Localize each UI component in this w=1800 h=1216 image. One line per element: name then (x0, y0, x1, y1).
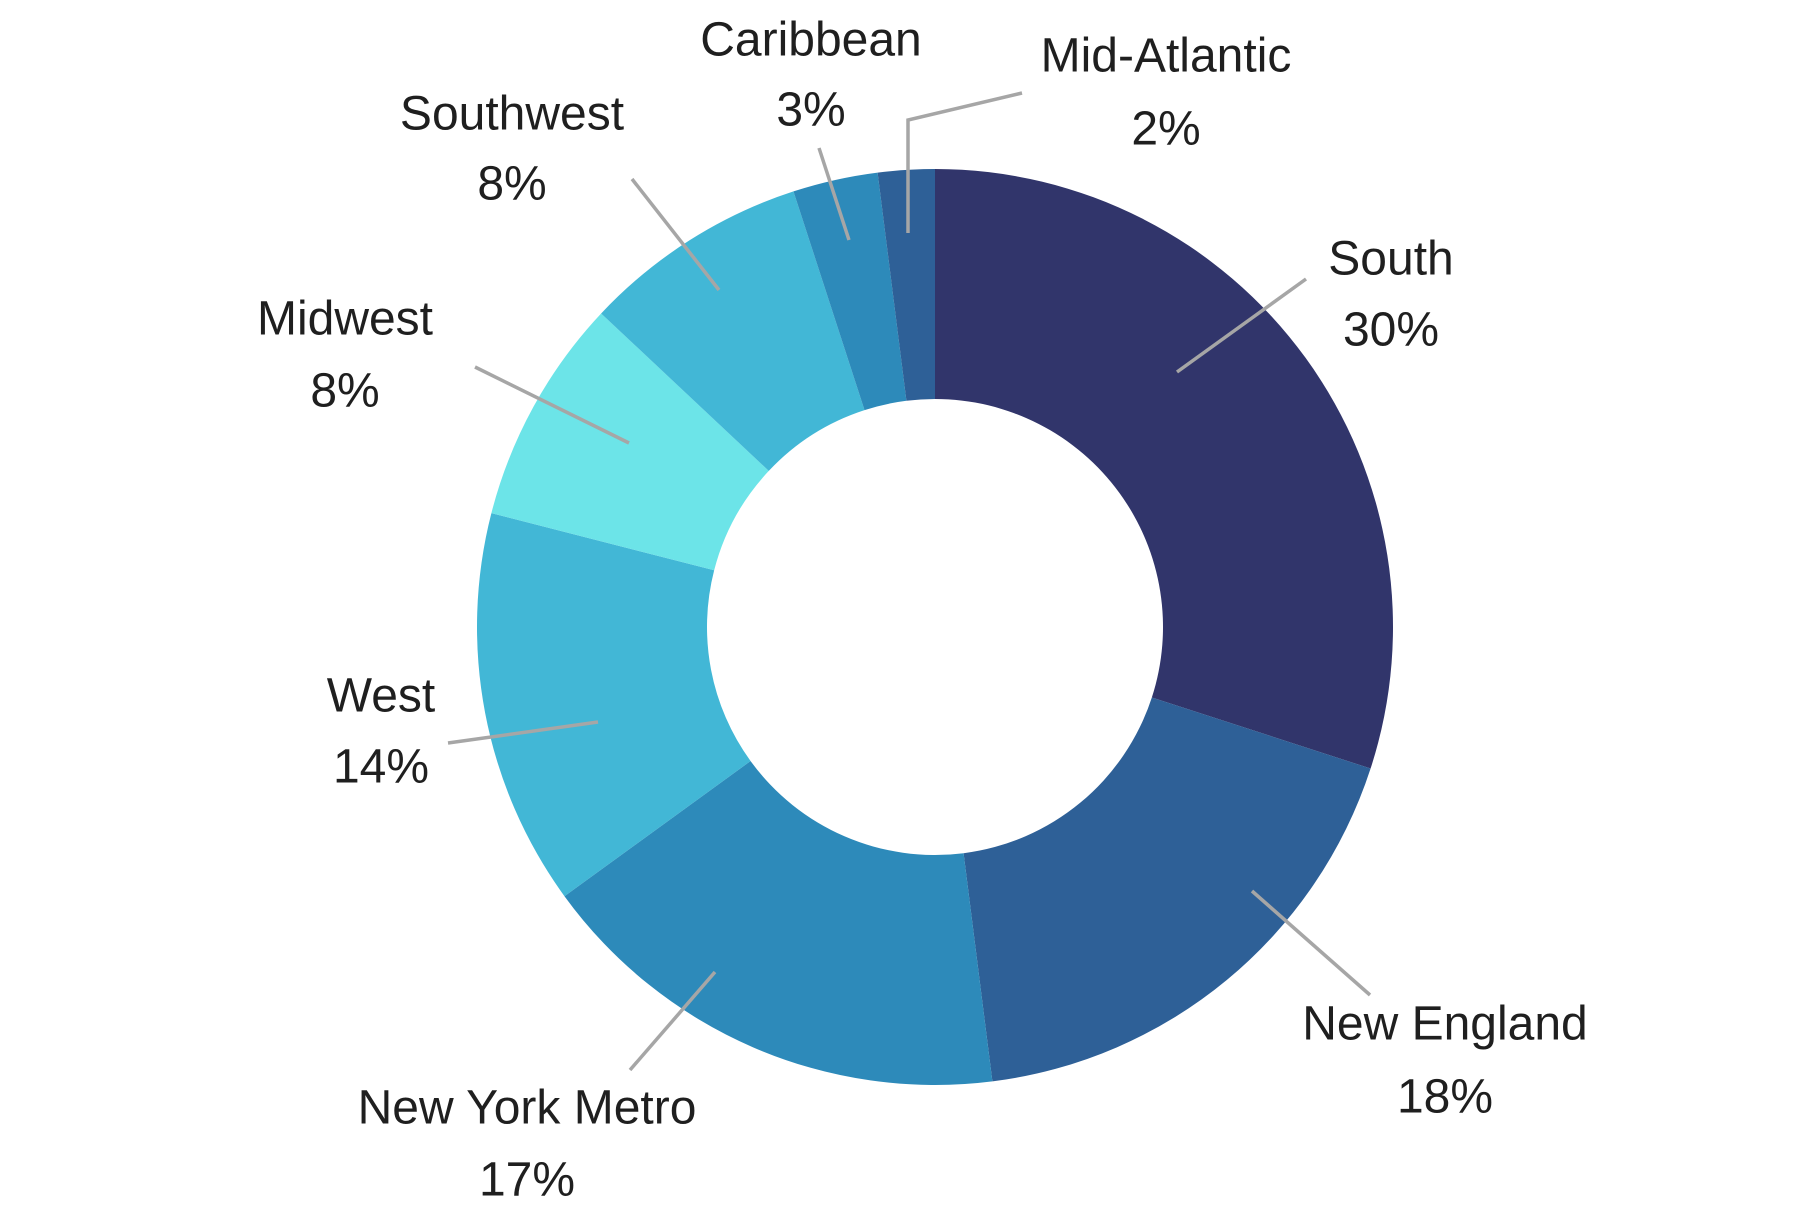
slice-label-name: New England (1302, 998, 1588, 1051)
slice-label-value: 3% (776, 84, 845, 137)
leader-line (628, 970, 717, 1072)
slice-label-value: 2% (1131, 103, 1200, 156)
slice-label-value: 14% (333, 741, 429, 794)
donut-slice (601, 191, 865, 471)
slice-label-name: Mid-Atlantic (1041, 30, 1292, 83)
donut-slice (491, 313, 769, 571)
leader-line (906, 91, 1023, 233)
slice-label-name: New York Metro (358, 1082, 697, 1135)
donut-slice (963, 697, 1371, 1082)
slice-label-name: Midwest (257, 293, 433, 346)
leader-line (817, 147, 851, 241)
slice-label-value: 18% (1397, 1071, 1493, 1124)
slice-label-name: West (327, 670, 435, 723)
slice-label-name: Southwest (400, 88, 624, 141)
leader-line (630, 177, 721, 292)
slice-label-value: 8% (477, 158, 546, 211)
donut-slice (477, 513, 751, 897)
slice-label-name: South (1328, 233, 1453, 286)
slice-label-value: 30% (1343, 304, 1439, 357)
leader-line (1175, 277, 1308, 374)
leader-line (447, 720, 599, 745)
donut-slice (935, 169, 1393, 769)
donut-slice (793, 172, 907, 411)
leader-line (1250, 889, 1372, 997)
donut-slice (877, 169, 935, 401)
slice-label-value: 17% (479, 1154, 575, 1207)
slice-label-name: Caribbean (700, 14, 921, 67)
donut-slice (564, 761, 993, 1085)
leader-line (474, 365, 630, 445)
slice-label-value: 8% (310, 365, 379, 418)
